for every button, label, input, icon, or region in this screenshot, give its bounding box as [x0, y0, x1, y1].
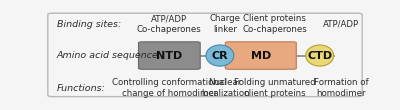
Text: ATP/ADP: ATP/ADP [323, 20, 360, 29]
Text: Charge
linker: Charge linker [210, 14, 241, 34]
FancyBboxPatch shape [138, 42, 200, 69]
Ellipse shape [206, 45, 234, 66]
FancyBboxPatch shape [225, 42, 296, 69]
Text: Amino acid sequence:: Amino acid sequence: [57, 51, 162, 60]
Text: Client proteins
Co-chaperones: Client proteins Co-chaperones [242, 14, 307, 34]
Text: CTD: CTD [307, 51, 332, 60]
Text: Folding unmatured
client proteins: Folding unmatured client proteins [234, 78, 316, 98]
Ellipse shape [306, 45, 334, 66]
Text: Binding sites:: Binding sites: [57, 20, 121, 29]
Text: Nuclear
localization: Nuclear localization [201, 78, 250, 98]
Text: NTD: NTD [156, 51, 182, 60]
Text: CR: CR [212, 51, 228, 60]
FancyBboxPatch shape [48, 13, 362, 97]
Text: ATP/ADP
Co-chaperones: ATP/ADP Co-chaperones [137, 14, 202, 34]
Text: Formation of
homodimer: Formation of homodimer [314, 78, 369, 98]
Text: MD: MD [251, 51, 271, 60]
Text: Functions:: Functions: [57, 84, 106, 93]
Text: Controlling conformational
change of homodimer: Controlling conformational change of hom… [112, 78, 227, 98]
